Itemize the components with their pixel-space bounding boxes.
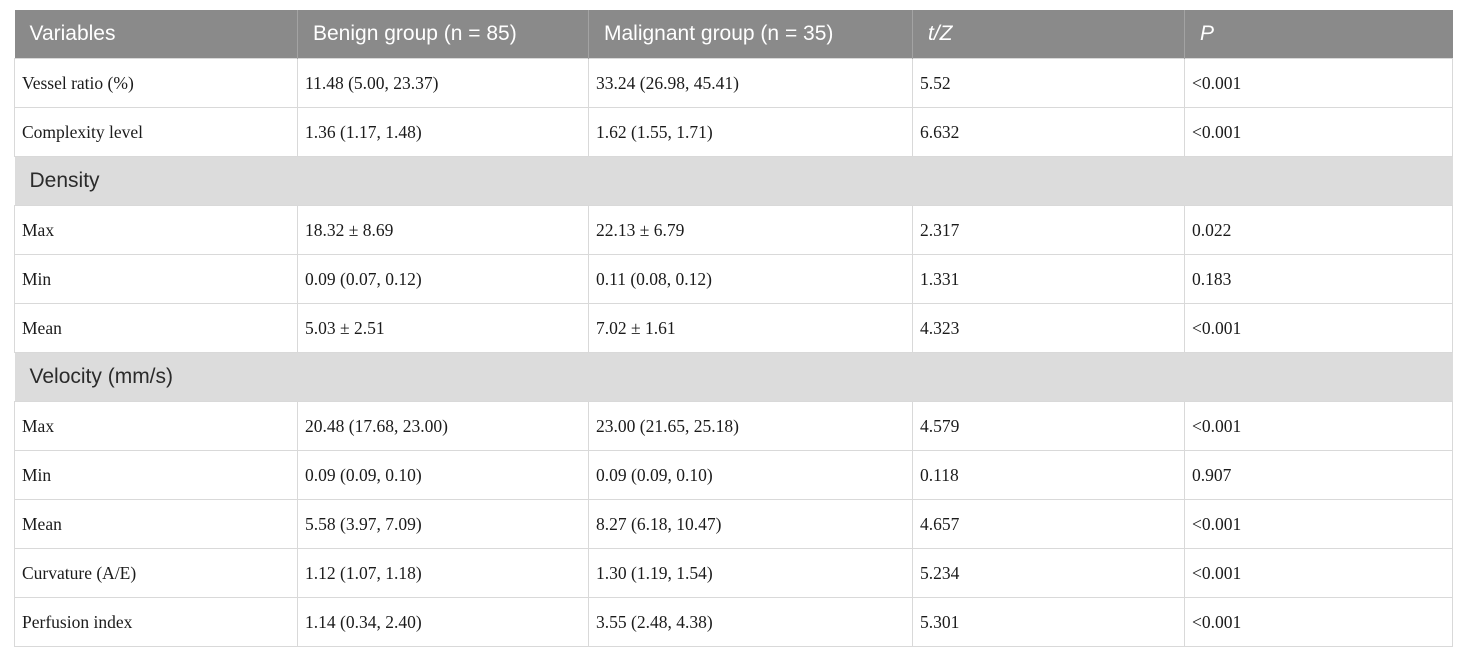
value-cell: 3.55 (2.48, 4.38) [588,597,913,647]
statistics-table: Variables Benign group (n = 85) Malignan… [14,10,1453,647]
value-cell: 18.32 ± 8.69 [297,205,589,255]
value-cell: 0.11 (0.08, 0.12) [588,254,913,304]
value-cell: 1.36 (1.17, 1.48) [297,107,589,157]
value-cell: <0.001 [1184,303,1453,353]
value-cell: <0.001 [1184,597,1453,647]
value-cell: 8.27 (6.18, 10.47) [588,499,913,549]
value-cell: 0.118 [912,450,1185,500]
value-cell: 0.09 (0.09, 0.10) [297,450,589,500]
value-cell: 5.03 ± 2.51 [297,303,589,353]
column-header-benign-group: Benign group (n = 85) [297,10,589,59]
table-body: Vessel ratio (%) 11.48 (5.00, 23.37) 33.24… [14,58,1453,647]
variable-name-cell: Min [14,254,298,304]
value-cell: 1.331 [912,254,1185,304]
value-cell: 0.09 (0.07, 0.12) [297,254,589,304]
value-cell: 4.579 [912,401,1185,451]
variable-name-cell: Perfusion index [14,597,298,647]
value-cell: 4.657 [912,499,1185,549]
value-cell: 7.02 ± 1.61 [588,303,913,353]
value-cell: 33.24 (26.98, 45.41) [588,58,913,108]
value-cell: 0.09 (0.09, 0.10) [588,450,913,500]
value-cell: 0.183 [1184,254,1453,304]
table-row: Mean 5.03 ± 2.51 7.02 ± 1.61 4.323 <0.001 [14,303,1453,353]
column-header-p: P [1184,10,1453,59]
variable-name-cell: Max [14,401,298,451]
value-cell: <0.001 [1184,499,1453,549]
variable-name-cell: Max [14,205,298,255]
header-row: Variables Benign group (n = 85) Malignan… [14,10,1453,59]
value-cell: 6.632 [912,107,1185,157]
value-cell: 1.14 (0.34, 2.40) [297,597,589,647]
column-header-variables: Variables [14,10,298,59]
value-cell: 20.48 (17.68, 23.00) [297,401,589,451]
table-row: Max 18.32 ± 8.69 22.13 ± 6.79 2.317 0.022 [14,205,1453,255]
section-header-label: Density [14,156,1453,206]
value-cell: <0.001 [1184,58,1453,108]
value-cell: 5.52 [912,58,1185,108]
value-cell: 1.30 (1.19, 1.54) [588,548,913,598]
table-row: Min 0.09 (0.07, 0.12) 0.11 (0.08, 0.12) 1.3… [14,254,1453,304]
variable-name-cell: Vessel ratio (%) [14,58,298,108]
table-row: Min 0.09 (0.09, 0.10) 0.09 (0.09, 0.10) 0.1… [14,450,1453,500]
value-cell: 0.907 [1184,450,1453,500]
value-cell: 22.13 ± 6.79 [588,205,913,255]
value-cell: <0.001 [1184,107,1453,157]
variable-name-cell: Mean [14,499,298,549]
table-row: Complexity level 1.36 (1.17, 1.48) 1.62 (1… [14,107,1453,157]
value-cell: 5.58 (3.97, 7.09) [297,499,589,549]
section-row: Velocity (mm/s) [14,352,1453,402]
table-row: Perfusion index 1.14 (0.34, 2.40) 3.55 (2.… [14,597,1453,647]
value-cell: 23.00 (21.65, 25.18) [588,401,913,451]
value-cell: 1.62 (1.55, 1.71) [588,107,913,157]
section-header-label: Velocity (mm/s) [14,352,1453,402]
table-row: Mean 5.58 (3.97, 7.09) 8.27 (6.18, 10.47) 4… [14,499,1453,549]
table-row: Vessel ratio (%) 11.48 (5.00, 23.37) 33.24… [14,58,1453,108]
table-header: Variables Benign group (n = 85) Malignan… [14,10,1453,59]
value-cell: 1.12 (1.07, 1.18) [297,548,589,598]
value-cell: 5.301 [912,597,1185,647]
value-cell: <0.001 [1184,401,1453,451]
value-cell: 4.323 [912,303,1185,353]
value-cell: 5.234 [912,548,1185,598]
statistics-table-container: Variables Benign group (n = 85) Malignan… [14,10,1453,647]
variable-name-cell: Curvature (A/E) [14,548,298,598]
value-cell: 11.48 (5.00, 23.37) [297,58,589,108]
variable-name-cell: Complexity level [14,107,298,157]
variable-name-cell: Mean [14,303,298,353]
column-header-malignant-group: Malignant group (n = 35) [588,10,913,59]
column-header-t-z: t/Z [912,10,1185,59]
table-row: Curvature (A/E) 1.12 (1.07, 1.18) 1.30 (1.… [14,548,1453,598]
section-row: Density [14,156,1453,206]
value-cell: 2.317 [912,205,1185,255]
table-row: Max 20.48 (17.68, 23.00) 23.00 (21.65, 25.… [14,401,1453,451]
value-cell: <0.001 [1184,548,1453,598]
variable-name-cell: Min [14,450,298,500]
value-cell: 0.022 [1184,205,1453,255]
